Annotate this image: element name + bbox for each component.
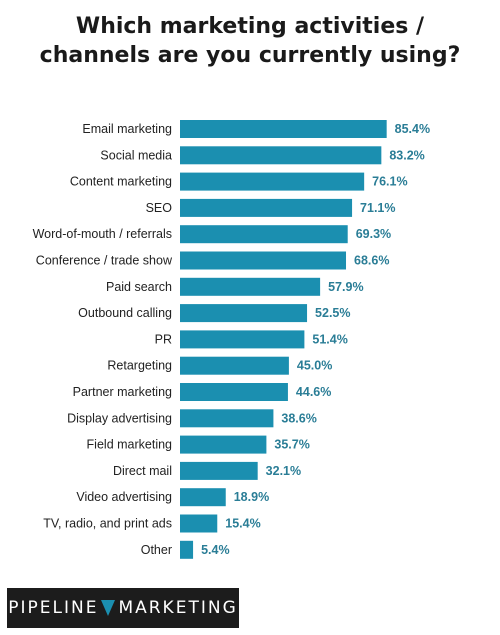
value-label: 51.4%	[312, 332, 347, 346]
value-label: 44.6%	[296, 385, 331, 399]
category-label: Social media	[100, 148, 172, 162]
value-label: 76.1%	[372, 175, 407, 189]
category-label: Paid search	[106, 280, 172, 294]
value-label: 52.5%	[315, 306, 350, 320]
bar	[180, 172, 365, 191]
bar	[180, 356, 289, 375]
bar-chart: Email marketing 85.4% Social media 83.2% Con…	[33, 120, 430, 559]
category-label: Video advertising	[76, 490, 172, 504]
bar	[180, 435, 267, 454]
category-label: Conference / trade show	[36, 254, 173, 268]
bar	[180, 120, 387, 138]
category-label: Word-of-mouth / referrals	[33, 227, 172, 241]
bar	[180, 514, 218, 533]
value-label: 71.1%	[360, 201, 395, 215]
category-label: Email marketing	[82, 122, 172, 136]
bar	[180, 461, 258, 480]
value-label: 57.9%	[328, 280, 363, 294]
category-label: TV, radio, and print ads	[43, 517, 172, 531]
bar	[180, 540, 194, 559]
bar	[180, 225, 348, 244]
category-label: PR	[155, 332, 172, 346]
value-label: 45.0%	[297, 359, 332, 373]
value-label: 35.7%	[274, 438, 309, 452]
category-label: SEO	[146, 201, 173, 215]
funnel-icon	[101, 598, 116, 618]
value-label: 38.6%	[281, 411, 316, 425]
logo-left-word: PIPELINE	[8, 598, 99, 618]
value-label: 5.4%	[201, 543, 230, 557]
bar	[180, 251, 347, 270]
logo-right-word: MARKETING	[118, 598, 238, 618]
value-label: 68.6%	[354, 254, 389, 268]
category-label: Retargeting	[107, 359, 172, 373]
category-label: Display advertising	[67, 411, 172, 425]
value-label: 69.3%	[356, 227, 391, 241]
value-label: 83.2%	[389, 148, 424, 162]
category-label: Content marketing	[70, 175, 172, 189]
category-label: Partner marketing	[73, 385, 172, 399]
category-label: Other	[141, 543, 172, 557]
value-label: 15.4%	[225, 517, 260, 531]
chart-title-line-2: channels are you currently using?	[39, 43, 461, 68]
bar	[180, 488, 226, 507]
value-label: 18.9%	[234, 490, 269, 504]
bar	[180, 198, 353, 217]
bar	[180, 277, 321, 296]
category-label: Direct mail	[113, 464, 172, 478]
pipeline-marketing-logo: PIPELINE MARKETING	[7, 588, 239, 628]
bar	[180, 304, 308, 323]
value-label: 85.4%	[395, 122, 430, 136]
chart-title-line-1: Which marketing activities /	[75, 14, 425, 39]
bar	[180, 330, 305, 349]
bar	[180, 146, 382, 165]
bar	[180, 409, 274, 428]
value-label: 32.1%	[266, 464, 301, 478]
category-label: Field marketing	[87, 438, 172, 452]
bar	[180, 383, 288, 401]
category-label: Outbound calling	[78, 306, 172, 320]
chart-title: Which marketing activities / channels ar…	[0, 12, 500, 70]
